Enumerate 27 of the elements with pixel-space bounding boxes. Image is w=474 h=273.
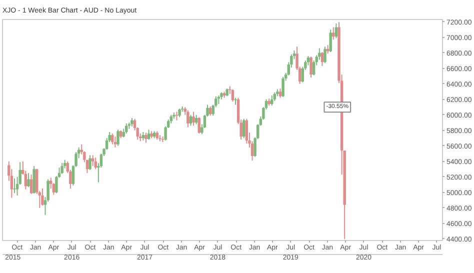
- candlestick: [111, 132, 114, 145]
- candlestick: [94, 157, 97, 170]
- candlestick: [324, 46, 326, 64]
- candlestick: [13, 178, 16, 194]
- candlestick: [41, 188, 44, 206]
- candlestick: [189, 114, 192, 126]
- candlestick: [242, 118, 246, 139]
- candlestick: [186, 110, 190, 128]
- candlestick: [282, 76, 284, 98]
- candlestick: [278, 88, 282, 98]
- candlestick: [88, 154, 92, 170]
- candlestick: [30, 174, 33, 194]
- candlestick: [144, 132, 148, 144]
- candlestick: [60, 162, 64, 174]
- candlestick: [147, 129, 150, 140]
- candlestick: [329, 29, 332, 53]
- candlestick: [332, 26, 335, 40]
- candlestick: [231, 88, 234, 102]
- candlestick: [27, 172, 30, 188]
- candlestick: [208, 106, 212, 116]
- candlestick: [125, 122, 128, 134]
- candlestick: [310, 56, 312, 78]
- candlestick: [198, 116, 200, 134]
- candlestick: [245, 118, 248, 144]
- candlestick: [114, 136, 117, 148]
- candlestick: [116, 129, 120, 146]
- candlestick: [192, 111, 195, 126]
